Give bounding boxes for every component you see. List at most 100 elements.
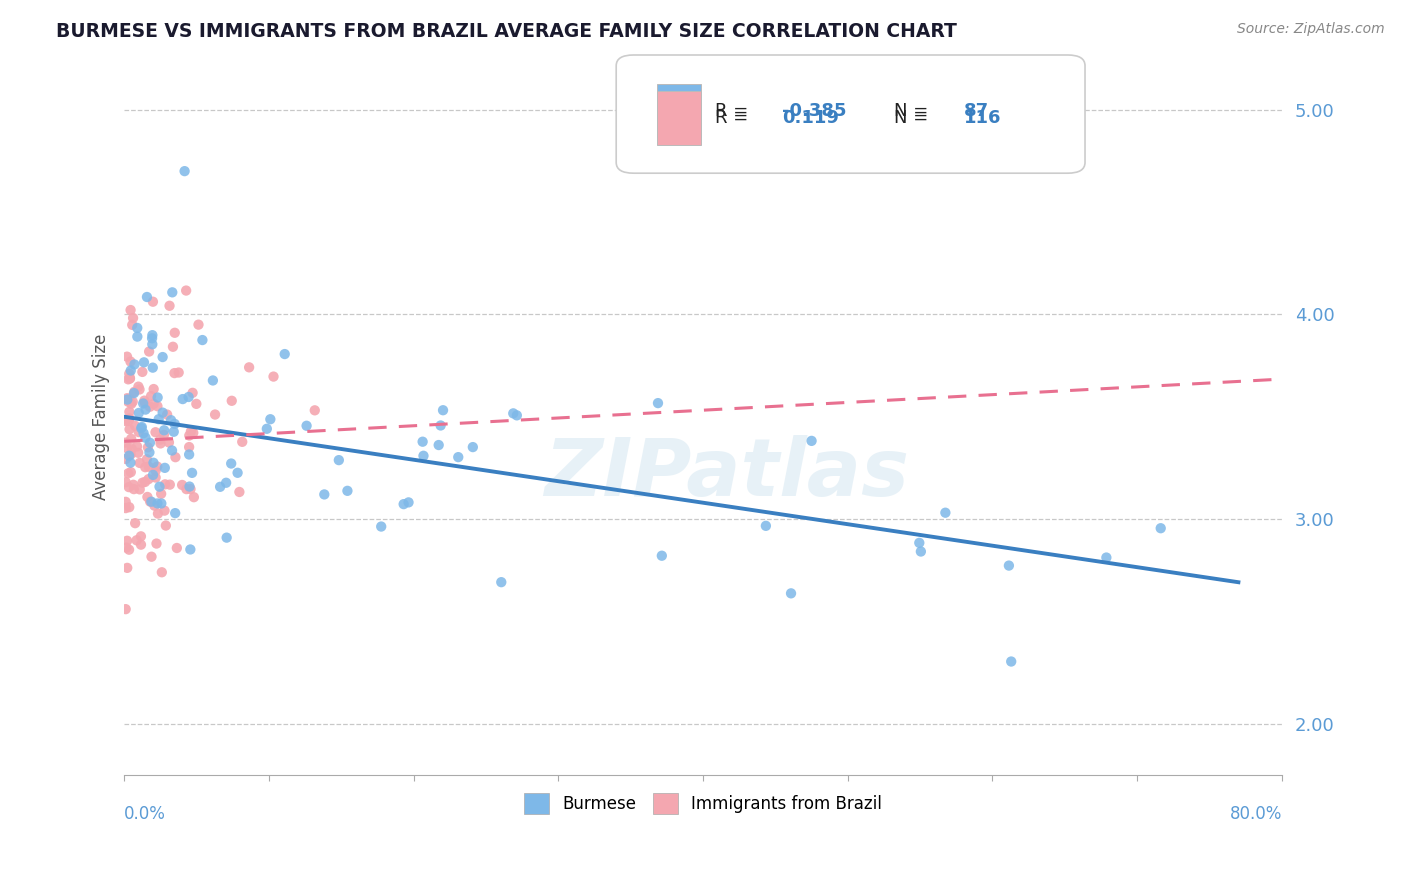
Point bbox=[153, 423, 176, 437]
Text: N =: N = bbox=[894, 102, 934, 120]
Point bbox=[138, 472, 160, 486]
Point bbox=[124, 418, 146, 433]
Point bbox=[153, 461, 176, 475]
Point bbox=[124, 384, 146, 399]
Point bbox=[651, 549, 673, 563]
Point bbox=[179, 542, 201, 557]
Point bbox=[122, 477, 145, 491]
Point bbox=[172, 392, 194, 406]
Point bbox=[181, 385, 204, 400]
Point bbox=[124, 358, 146, 372]
Point bbox=[127, 321, 149, 335]
Point bbox=[145, 536, 167, 550]
Point bbox=[201, 374, 224, 388]
Point bbox=[134, 396, 156, 410]
Point bbox=[114, 501, 136, 516]
Point bbox=[177, 390, 200, 404]
Point bbox=[256, 422, 278, 436]
Point bbox=[166, 541, 188, 555]
Point bbox=[179, 479, 201, 493]
Point bbox=[647, 396, 669, 410]
Point bbox=[128, 406, 150, 420]
Point bbox=[179, 440, 201, 454]
Point bbox=[392, 497, 415, 511]
Text: Source: ZipAtlas.com: Source: ZipAtlas.com bbox=[1237, 22, 1385, 37]
Point bbox=[118, 371, 141, 385]
Point bbox=[114, 414, 136, 428]
Point bbox=[215, 531, 238, 545]
Point bbox=[127, 446, 149, 460]
Point bbox=[160, 443, 183, 458]
Legend: Burmese, Immigrants from Brazil: Burmese, Immigrants from Brazil bbox=[517, 787, 889, 821]
Point bbox=[114, 475, 136, 490]
Point bbox=[148, 480, 170, 494]
Point bbox=[143, 499, 166, 513]
Point bbox=[117, 372, 139, 386]
Point bbox=[179, 428, 201, 442]
Point bbox=[427, 438, 450, 452]
Point bbox=[150, 496, 173, 510]
Point bbox=[153, 503, 176, 517]
Point bbox=[314, 487, 336, 501]
Point bbox=[131, 420, 153, 434]
Point bbox=[910, 544, 932, 558]
Point bbox=[209, 480, 232, 494]
Point bbox=[447, 450, 470, 464]
Point bbox=[162, 340, 184, 354]
Point bbox=[336, 483, 359, 498]
Point bbox=[125, 533, 148, 548]
Point bbox=[179, 482, 201, 496]
Point bbox=[228, 485, 250, 500]
Point bbox=[215, 475, 238, 490]
Point bbox=[461, 440, 484, 454]
Point bbox=[120, 448, 142, 462]
Point bbox=[181, 466, 204, 480]
Point bbox=[159, 299, 181, 313]
Point bbox=[118, 411, 141, 425]
Text: -0.385: -0.385 bbox=[782, 102, 846, 120]
Point bbox=[131, 475, 153, 490]
Point bbox=[134, 431, 156, 445]
Point bbox=[491, 575, 513, 590]
Point bbox=[145, 470, 167, 484]
Point bbox=[125, 439, 148, 453]
Point bbox=[191, 333, 214, 347]
Point bbox=[134, 393, 156, 408]
Text: 80.0%: 80.0% bbox=[1229, 805, 1282, 823]
Point bbox=[141, 549, 163, 564]
Point bbox=[131, 365, 153, 379]
Point bbox=[122, 311, 145, 326]
Point bbox=[179, 448, 201, 462]
Point bbox=[153, 428, 176, 442]
Point bbox=[800, 434, 823, 448]
Point bbox=[1095, 550, 1118, 565]
Point bbox=[186, 397, 208, 411]
Point bbox=[121, 394, 143, 409]
Point bbox=[150, 566, 173, 580]
Point bbox=[163, 425, 186, 439]
Point bbox=[432, 403, 454, 417]
Point bbox=[304, 403, 326, 417]
Point bbox=[162, 285, 184, 300]
Point bbox=[180, 425, 202, 439]
Point bbox=[146, 399, 169, 413]
Point bbox=[412, 434, 434, 449]
Point bbox=[156, 408, 179, 422]
Text: ZIPatlas: ZIPatlas bbox=[544, 435, 908, 513]
Point bbox=[149, 433, 172, 447]
Point bbox=[118, 405, 141, 419]
Point bbox=[139, 389, 162, 403]
Text: 0.119: 0.119 bbox=[782, 109, 838, 127]
Point bbox=[231, 434, 253, 449]
Point bbox=[136, 490, 159, 504]
Point bbox=[121, 318, 143, 332]
Point bbox=[136, 290, 159, 304]
Point bbox=[502, 406, 524, 420]
Point bbox=[998, 558, 1021, 573]
Point bbox=[120, 456, 142, 470]
Point bbox=[174, 284, 197, 298]
Point bbox=[122, 386, 145, 401]
Point bbox=[755, 519, 778, 533]
Point bbox=[146, 391, 169, 405]
Point bbox=[152, 350, 174, 364]
